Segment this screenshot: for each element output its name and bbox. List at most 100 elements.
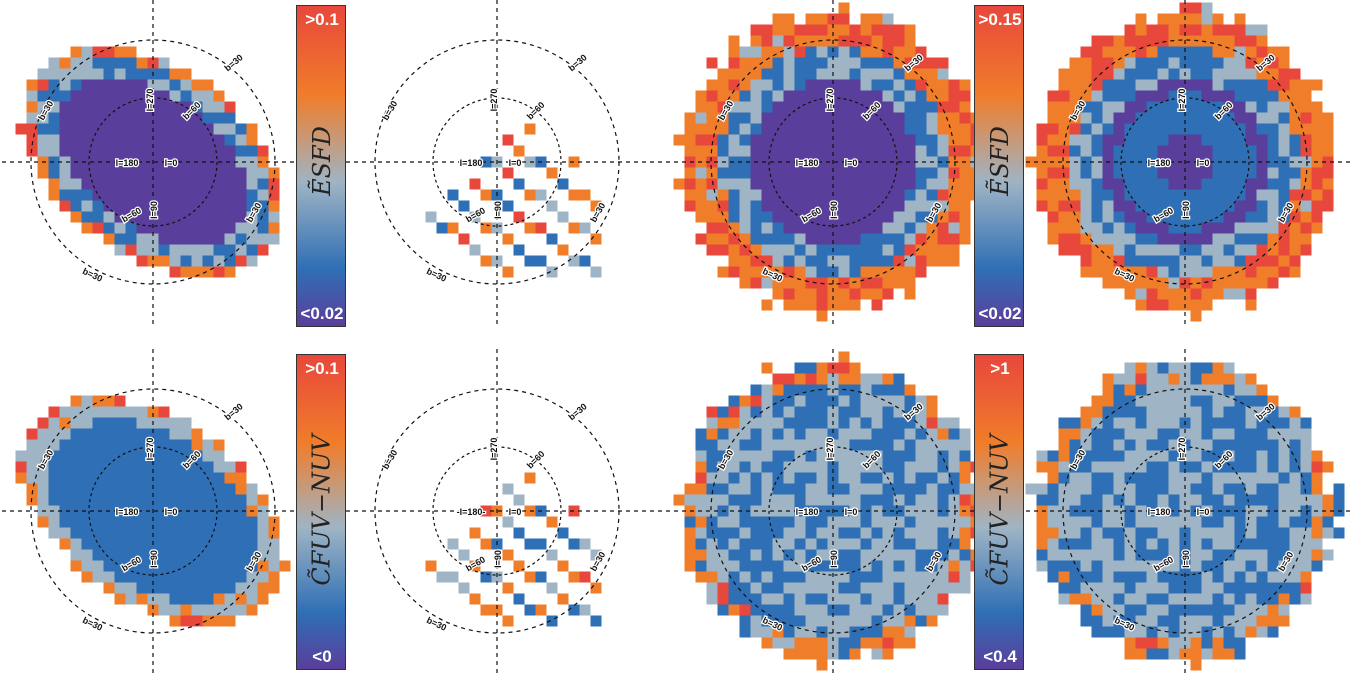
sky-pixel <box>1179 516 1191 528</box>
sky-pixel <box>1212 24 1224 36</box>
sky-pixel <box>684 200 696 212</box>
sky-pixel <box>926 483 938 495</box>
sky-pixel <box>1080 123 1092 135</box>
sky-pixel <box>904 134 916 146</box>
sky-pixel <box>1289 145 1301 157</box>
sky-pixel <box>136 461 148 473</box>
sky-pixel <box>1124 593 1136 605</box>
sky-pixel <box>827 516 839 528</box>
sky-pixel <box>1311 560 1323 572</box>
sky-pixel <box>1113 461 1125 473</box>
sky-pixel <box>1124 244 1136 256</box>
sky-pixel <box>750 494 762 506</box>
sky-pixel <box>1190 549 1202 561</box>
sky-pixel <box>1091 450 1103 462</box>
sky-pixel <box>1223 57 1235 69</box>
sky-pixel <box>893 189 905 201</box>
sky-pixel <box>114 417 126 429</box>
sky-pixel <box>871 68 883 80</box>
sky-pixel <box>849 439 861 451</box>
sky-pixel <box>915 406 927 418</box>
sky-pixel <box>1091 200 1103 212</box>
sky-pixel <box>1201 90 1213 102</box>
sky-pixel <box>524 189 536 201</box>
sky-pixel <box>1113 538 1125 550</box>
sky-pixel <box>202 571 214 583</box>
sky-pixel <box>92 46 104 58</box>
sky-pixel <box>59 417 71 429</box>
sky-pixel <box>805 626 817 638</box>
sky-pixel <box>937 549 949 561</box>
sky-pixel <box>224 527 236 539</box>
sky-pixel <box>882 428 894 440</box>
sky-pixel <box>783 527 795 539</box>
sky-pixel <box>1157 637 1169 649</box>
sky-pixel <box>794 266 806 278</box>
sky-pixel <box>805 362 817 374</box>
sky-pixel <box>535 255 547 267</box>
sky-pixel <box>772 604 784 616</box>
sky-pixel <box>136 593 148 605</box>
sky-pixel <box>1157 461 1169 473</box>
sky-pixel <box>1157 189 1169 201</box>
sky-pixel <box>1201 516 1213 528</box>
sky-pixel <box>1223 450 1235 462</box>
sky-pixel <box>717 68 729 80</box>
sky-pixel <box>816 549 828 561</box>
sky-pixel <box>125 123 137 135</box>
sky-pixel <box>706 461 718 473</box>
sky-pixel <box>838 648 850 660</box>
sky-pixel <box>1300 549 1312 561</box>
sky-pixel <box>268 571 280 583</box>
sky-pixel <box>1256 145 1268 157</box>
sky-pixel <box>70 395 82 407</box>
sky-pixel <box>1146 266 1158 278</box>
sky-pixel <box>1267 79 1279 91</box>
sky-pixel <box>1135 417 1147 429</box>
sky-pixel <box>1300 439 1312 451</box>
sky-pixel <box>136 582 148 594</box>
sky-pixel <box>224 167 236 179</box>
sky-pixel <box>772 428 784 440</box>
sky-pixel <box>750 79 762 91</box>
sky-pixel <box>224 516 236 528</box>
sky-pixel <box>1036 178 1048 190</box>
sky-pixel <box>1201 35 1213 47</box>
sky-pixel <box>860 101 872 113</box>
sky-pixel <box>1113 571 1125 583</box>
sky-pixel <box>590 200 602 212</box>
sky-pixel <box>158 79 170 91</box>
sky-pixel <box>860 255 872 267</box>
sky-pixel <box>191 222 203 234</box>
sky-pixel <box>915 90 927 102</box>
sky-pixel <box>1168 538 1180 550</box>
sky-pixel <box>1069 483 1081 495</box>
sky-pixel <box>169 156 181 168</box>
sky-pixel <box>882 439 894 451</box>
sky-pixel <box>1124 461 1136 473</box>
sky-pixel <box>695 439 707 451</box>
sky-pixel <box>937 79 949 91</box>
sky-pixel <box>1234 450 1246 462</box>
sky-pixel <box>871 57 883 69</box>
sky-pixel <box>794 428 806 440</box>
sky-pixel <box>871 211 883 223</box>
sky-pixel <box>849 527 861 539</box>
sky-pixel <box>1223 178 1235 190</box>
sky-pixel <box>535 538 547 550</box>
sky-pixel <box>717 494 729 506</box>
sky-pixel <box>246 571 258 583</box>
sky-pixel <box>158 582 170 594</box>
sky-pixel <box>1091 505 1103 517</box>
sky-pixel <box>1245 90 1257 102</box>
sky-pixel <box>169 538 181 550</box>
sky-pixel <box>1212 362 1224 374</box>
sky-pixel <box>904 167 916 179</box>
sky-pixel <box>1091 167 1103 179</box>
sky-pixel <box>1047 90 1059 102</box>
sky-pixel <box>213 189 225 201</box>
sky-pixel <box>827 255 839 267</box>
coord-label-b30_a: b=30 <box>566 52 588 73</box>
sky-pixel <box>1069 439 1081 451</box>
